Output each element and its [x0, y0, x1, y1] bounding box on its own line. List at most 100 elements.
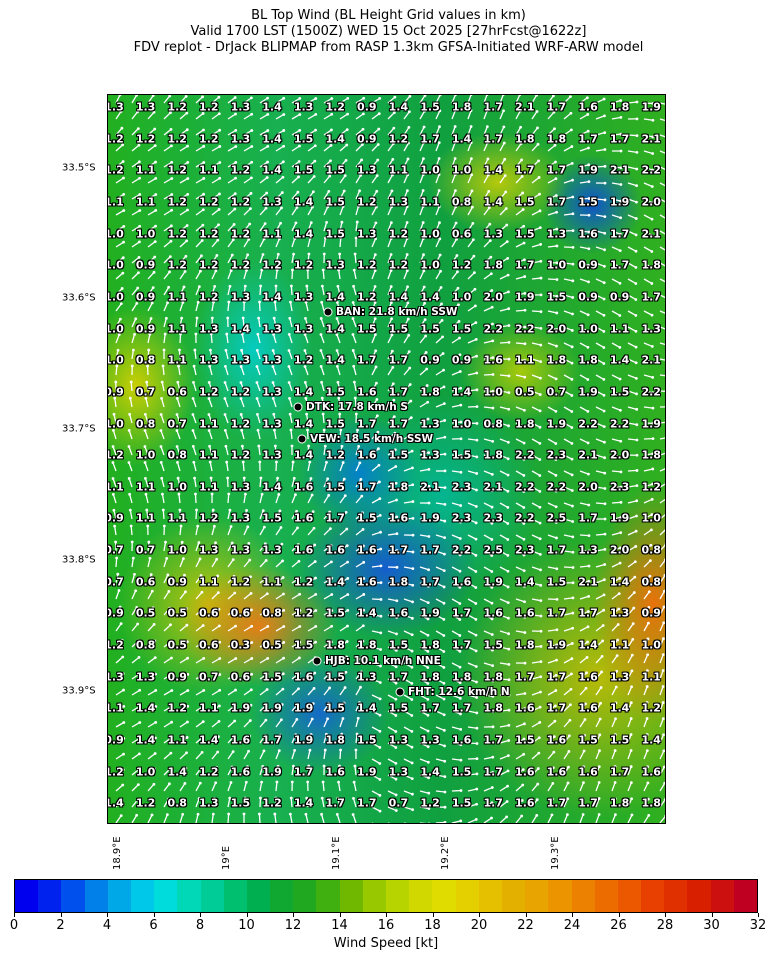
- wind-arrow: [547, 374, 557, 380]
- wind-arrow: [353, 366, 357, 376]
- wind-arrow-head: [136, 783, 140, 787]
- wind-arrow: [163, 209, 172, 216]
- wind-arrow-head: [634, 298, 638, 301]
- wind-arrow: [306, 285, 309, 296]
- wind-arrow: [275, 145, 284, 152]
- wind-arrow-head: [378, 681, 382, 684]
- lon-label: 18.9°E: [112, 836, 123, 870]
- grid-value: 2.1: [420, 480, 440, 494]
- wind-arrow: [305, 398, 309, 408]
- wind-arrow-head: [288, 316, 292, 320]
- wind-arrow: [243, 254, 249, 264]
- wind-arrow-head: [289, 428, 293, 432]
- wind-arrow: [131, 318, 137, 328]
- grid-value: 1.4: [262, 163, 282, 177]
- grid-value: 1.3: [199, 796, 219, 810]
- wind-arrow: [354, 397, 357, 408]
- grid-value: 1.2: [167, 195, 187, 209]
- wind-arrow-head: [427, 451, 431, 454]
- grid-value: 2.1: [578, 448, 598, 462]
- wind-arrow-head: [538, 393, 542, 396]
- wind-arrow: [144, 462, 149, 472]
- wind-arrow-head: [143, 445, 147, 448]
- wind-arrow: [323, 129, 332, 136]
- wind-arrow-head: [426, 633, 430, 637]
- grid-value: 1.1: [167, 511, 187, 525]
- wind-arrow-head: [264, 559, 268, 562]
- grid-value: 1.7: [546, 543, 567, 557]
- wind-arrow: [371, 175, 378, 184]
- wind-arrow-head: [645, 685, 649, 688]
- wind-arrow-head: [345, 640, 349, 643]
- wind-arrow-head: [438, 109, 442, 113]
- wind-arrow-head: [298, 592, 302, 596]
- wind-arrow-head: [650, 250, 654, 253]
- wind-arrow: [275, 161, 284, 168]
- wind-arrow: [371, 238, 377, 248]
- station-marker[interactable]: [395, 687, 405, 697]
- wind-arrow: [403, 286, 409, 296]
- wind-arrow-head: [249, 688, 253, 692]
- wind-arrow-head: [634, 329, 638, 333]
- wind-arrow-head: [352, 364, 356, 368]
- wind-arrow: [595, 342, 605, 349]
- grid-value: 1.4: [293, 796, 314, 810]
- wind-arrow: [451, 387, 461, 392]
- wind-arrow-head: [153, 127, 157, 131]
- wind-arrow-head: [519, 142, 523, 145]
- wind-arrow-head: [506, 489, 510, 493]
- grid-value: 1.0: [451, 417, 472, 430]
- wind-arrow-head: [379, 648, 383, 651]
- grid-value: 0.6: [167, 385, 187, 399]
- station-marker[interactable]: [293, 402, 303, 412]
- wind-arrow-head: [619, 424, 622, 428]
- wind-arrow: [131, 209, 141, 216]
- grid-value: 1.0: [135, 227, 156, 241]
- wind-arrow-head: [212, 300, 215, 304]
- grid-value: 1.3: [262, 385, 282, 399]
- wind-arrow: [387, 465, 397, 472]
- wind-arrow-head: [406, 173, 410, 177]
- wind-arrow: [531, 227, 541, 232]
- wind-arrow-head: [651, 118, 655, 122]
- station-marker[interactable]: [312, 656, 322, 666]
- grid-value: 2.0: [483, 290, 503, 304]
- wind-arrow-head: [360, 158, 363, 162]
- grid-value: 0.6: [135, 575, 156, 589]
- wind-arrow-head: [281, 559, 284, 563]
- wind-arrow: [435, 386, 445, 392]
- wind-arrow-head: [119, 814, 123, 818]
- colorbar-tick-label: 18: [424, 918, 441, 933]
- wind-arrow: [211, 208, 220, 216]
- wind-arrow: [435, 287, 442, 296]
- wind-arrow-head: [114, 380, 118, 384]
- wind-arrow: [336, 350, 341, 360]
- grid-value: 1.8: [609, 100, 630, 114]
- grid-value: 1.2: [167, 132, 187, 146]
- wind-arrow: [259, 270, 263, 280]
- wind-arrow: [289, 414, 293, 424]
- wind-arrow-head: [186, 161, 190, 164]
- wind-arrow-head: [121, 271, 125, 275]
- station-marker[interactable]: [323, 307, 333, 317]
- wind-arrow-head: [553, 143, 557, 147]
- wind-arrow: [371, 222, 377, 232]
- wind-arrow-head: [459, 437, 463, 441]
- wind-arrow: [304, 318, 309, 328]
- wind-arrow: [659, 310, 665, 314]
- wind-arrow: [275, 129, 285, 136]
- wind-arrow: [371, 415, 378, 424]
- colorbar-segment: [548, 880, 572, 912]
- wind-arrow-head: [523, 375, 527, 379]
- wind-arrow-head: [410, 649, 414, 653]
- wind-arrow-head: [523, 722, 526, 726]
- colorbar-segment: [246, 880, 271, 912]
- wind-arrow: [403, 351, 410, 360]
- wind-arrow: [419, 126, 425, 136]
- station-marker[interactable]: [297, 434, 307, 444]
- wind-arrow: [147, 271, 155, 280]
- grid-value: 1.7: [451, 638, 472, 652]
- grid-value: 1.2: [230, 258, 251, 272]
- wind-arrow: [195, 240, 203, 248]
- wind-arrow: [563, 262, 574, 265]
